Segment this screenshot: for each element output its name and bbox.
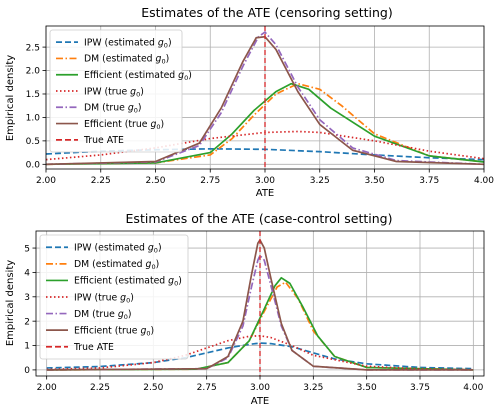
legend-label: DM (true g0) — [74, 309, 132, 321]
series-line — [45, 31, 485, 166]
legend: IPW (estimated g0) DM (estimated g0) Effic… — [39, 234, 189, 360]
legend-box — [49, 29, 183, 153]
legend-label: Efficient (estimated g0) — [74, 276, 182, 288]
legend: IPW (estimated g0) DM (estimated g0) Effic… — [49, 29, 192, 153]
legend-label: DM (estimated g0) — [74, 259, 159, 271]
x-tick-label: 2.75 — [200, 176, 220, 186]
y-axis-label: Empirical density — [5, 260, 16, 346]
y-tick-label: 1.5 — [26, 90, 40, 100]
x-tick-label: 3.50 — [364, 176, 384, 186]
series-line — [46, 334, 474, 371]
y-axis-label: Empirical density — [5, 55, 16, 141]
x-tick-label: 3.25 — [310, 176, 330, 186]
x-tick-label: 2.75 — [197, 383, 217, 393]
chart-case-control: Estimates of the ATE (case-control setti… — [5, 211, 485, 407]
x-tick-label: 2.50 — [143, 383, 163, 393]
legend-label: True ATE — [83, 135, 124, 146]
legend-label: Efficient (estimated g0) — [84, 70, 192, 82]
y-tick-label: 0.0 — [26, 161, 41, 171]
x-tick-label: 3.75 — [419, 176, 439, 186]
series-line — [46, 239, 474, 371]
x-tick-label: 3.00 — [250, 383, 270, 393]
y-tick-label: 2.5 — [26, 43, 40, 53]
x-tick-label: 3.00 — [255, 176, 275, 186]
x-tick-label: 4.00 — [463, 383, 483, 393]
legend-box — [39, 234, 189, 360]
y-tick-label: 4 — [24, 269, 30, 279]
chart-title: Estimates of the ATE (case-control setti… — [126, 211, 393, 226]
legend-label: DM (true g0) — [84, 103, 142, 115]
plot-frame — [45, 25, 485, 170]
y-tick-label: 2 — [24, 317, 30, 327]
y-tick-label: 0.5 — [26, 137, 40, 147]
series-line — [46, 276, 474, 371]
series-line — [45, 130, 485, 161]
x-axis-label: ATE — [256, 188, 275, 199]
x-tick-label: 2.25 — [90, 383, 110, 393]
x-tick-label: 3.50 — [357, 383, 377, 393]
x-tick-label: 2.50 — [145, 176, 165, 186]
y-tick-label: 1.0 — [26, 114, 41, 124]
series-line — [45, 82, 485, 166]
legend-label: IPW (true g0) — [84, 86, 144, 98]
legend-label: IPW (estimated g0) — [84, 37, 172, 49]
y-tick-label: 2.0 — [26, 67, 41, 77]
x-axis-label: ATE — [251, 396, 270, 407]
legend-label: IPW (true g0) — [74, 292, 134, 304]
y-tick-label: 3 — [24, 293, 30, 303]
legend-label: IPW (estimated g0) — [74, 243, 162, 255]
y-tick-label: 1 — [24, 342, 30, 352]
x-tick-label: 4.00 — [474, 176, 494, 186]
legend-label: Efficient (true g0) — [84, 119, 164, 131]
series-line — [46, 342, 474, 370]
x-tick-label: 3.75 — [410, 383, 430, 393]
series-line — [45, 82, 485, 166]
x-tick-label: 2.25 — [91, 176, 111, 186]
legend-label: True ATE — [73, 342, 114, 353]
chart-censoring: Estimates of the ATE (censoring setting)… — [5, 5, 494, 199]
x-tick-label: 2.00 — [36, 176, 56, 186]
chart-title: Estimates of the ATE (censoring setting) — [141, 5, 392, 20]
legend-label: DM (estimated g0) — [84, 54, 169, 66]
plot-frame — [35, 230, 485, 377]
x-tick-label: 2.00 — [37, 383, 57, 393]
y-tick-label: 0 — [24, 366, 30, 376]
y-tick-label: 5 — [24, 244, 30, 254]
legend-label: Efficient (true g0) — [74, 325, 154, 337]
x-tick-label: 3.25 — [303, 383, 323, 393]
